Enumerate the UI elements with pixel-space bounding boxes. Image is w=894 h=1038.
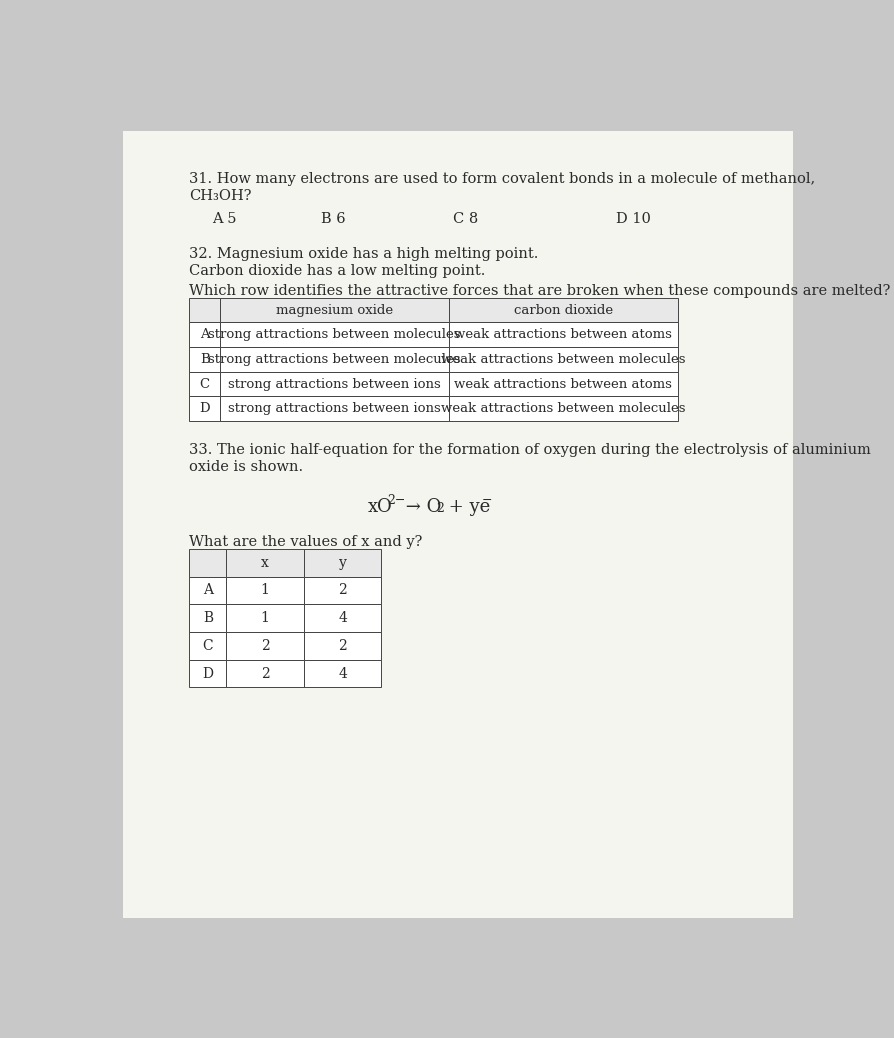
Bar <box>304 604 382 632</box>
Text: 4: 4 <box>338 611 347 625</box>
Bar <box>190 323 220 347</box>
Text: strong attractions between molecules: strong attractions between molecules <box>208 353 460 366</box>
Text: 1: 1 <box>261 583 270 598</box>
Text: 2: 2 <box>338 583 347 598</box>
Bar <box>190 576 226 604</box>
Text: D: D <box>202 666 214 681</box>
Text: Which row identifies the attractive forces that are broken when these compounds : Which row identifies the attractive forc… <box>190 284 890 298</box>
Text: B: B <box>203 611 213 625</box>
Bar <box>449 347 678 372</box>
Bar <box>190 549 226 576</box>
Bar <box>304 576 382 604</box>
Text: B 6: B 6 <box>321 213 346 226</box>
Text: weak attractions between molecules: weak attractions between molecules <box>441 353 686 366</box>
Text: 33. The ionic half-equation for the formation of oxygen during the electrolysis : 33. The ionic half-equation for the form… <box>190 442 871 457</box>
Text: 4: 4 <box>338 666 347 681</box>
Text: 2: 2 <box>261 638 270 653</box>
Text: weak attractions between molecules: weak attractions between molecules <box>441 402 686 415</box>
Bar <box>449 323 678 347</box>
Text: strong attractions between ions: strong attractions between ions <box>228 378 441 390</box>
Text: B: B <box>200 353 209 366</box>
Bar <box>226 632 304 660</box>
Text: magnesium oxide: magnesium oxide <box>276 304 393 317</box>
Text: → O: → O <box>400 498 442 516</box>
Text: What are the values of x and y?: What are the values of x and y? <box>190 535 423 549</box>
Text: x: x <box>367 498 377 516</box>
Text: O: O <box>376 498 392 516</box>
Bar <box>226 576 304 604</box>
Bar <box>304 549 382 576</box>
Text: 31. How many electrons are used to form covalent bonds in a molecule of methanol: 31. How many electrons are used to form … <box>190 172 815 186</box>
Text: CH₃OH?: CH₃OH? <box>190 189 252 203</box>
Bar <box>190 347 220 372</box>
Bar <box>304 660 382 687</box>
Bar <box>190 298 220 323</box>
Text: −: − <box>482 494 493 508</box>
Text: weak attractions between atoms: weak attractions between atoms <box>454 378 672 390</box>
Bar <box>190 660 226 687</box>
Bar <box>220 347 449 372</box>
Text: Carbon dioxide has a low melting point.: Carbon dioxide has a low melting point. <box>190 264 485 278</box>
Text: strong attractions between molecules: strong attractions between molecules <box>208 328 460 342</box>
Bar <box>220 323 449 347</box>
Bar <box>220 397 449 421</box>
Text: 2: 2 <box>435 501 443 515</box>
Text: C: C <box>199 378 210 390</box>
Text: 2: 2 <box>261 666 270 681</box>
Text: weak attractions between atoms: weak attractions between atoms <box>454 328 672 342</box>
Text: D: D <box>199 402 210 415</box>
Text: 1: 1 <box>261 611 270 625</box>
Text: oxide is shown.: oxide is shown. <box>190 460 303 473</box>
Bar <box>304 632 382 660</box>
Bar <box>449 372 678 397</box>
Bar <box>220 372 449 397</box>
Bar <box>190 604 226 632</box>
Text: carbon dioxide: carbon dioxide <box>514 304 612 317</box>
Bar <box>226 604 304 632</box>
Text: D 10: D 10 <box>615 213 650 226</box>
Bar <box>190 372 220 397</box>
Bar <box>190 397 220 421</box>
Text: y: y <box>339 555 347 570</box>
Text: 2: 2 <box>338 638 347 653</box>
Text: strong attractions between ions: strong attractions between ions <box>228 402 441 415</box>
Bar <box>449 298 678 323</box>
Text: 2−: 2− <box>388 494 406 508</box>
Text: A 5: A 5 <box>213 213 237 226</box>
Text: + ye: + ye <box>443 498 491 516</box>
Bar <box>449 397 678 421</box>
Text: A: A <box>203 583 213 598</box>
Text: A: A <box>200 328 209 342</box>
Text: x: x <box>261 555 269 570</box>
Bar <box>226 549 304 576</box>
Text: 32. Magnesium oxide has a high melting point.: 32. Magnesium oxide has a high melting p… <box>190 247 538 261</box>
Bar <box>190 632 226 660</box>
Text: C 8: C 8 <box>452 213 478 226</box>
Bar <box>220 298 449 323</box>
Bar <box>226 660 304 687</box>
Text: C: C <box>203 638 213 653</box>
